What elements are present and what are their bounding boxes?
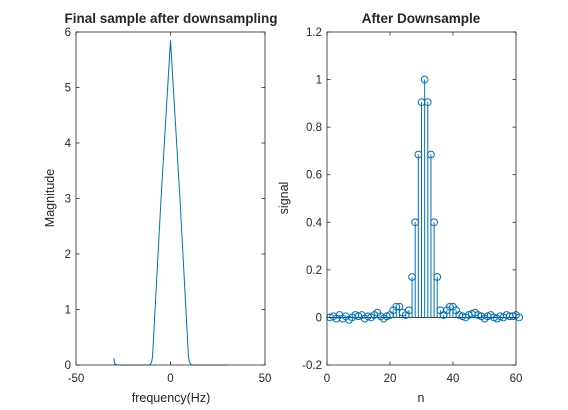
ytick-label-6: 6 <box>65 27 71 39</box>
stem-marker-34 <box>433 273 442 281</box>
axes-signal: After Downsample 0 20 40 60-0.200.20.40.60.… <box>277 11 524 405</box>
ytick-label-0: -0.2 <box>302 360 322 372</box>
stem-marker-33 <box>430 218 439 227</box>
axes-frame-signal <box>326 31 517 366</box>
stem-marker-22 <box>395 302 404 311</box>
title-spectrum: Final sample after downsampling <box>64 11 277 26</box>
ytick-label-4: 4 <box>65 138 72 150</box>
ytick-label-5: 0.8 <box>306 122 322 134</box>
ytick-label-3: 3 <box>65 194 71 206</box>
ytick-label-2: 0.2 <box>306 265 322 277</box>
ytick-label-1: 0 <box>316 312 322 324</box>
ytick-label-1: 1 <box>65 305 71 317</box>
xtick-label-1: 20 <box>384 373 397 385</box>
xtick-label-3: 60 <box>510 373 523 385</box>
ytick-label-7: 1.2 <box>306 27 322 39</box>
xtick-label-0: -50 <box>68 373 85 385</box>
stem-marker-31 <box>423 98 432 107</box>
signal-ticks: 0 20 40 60-0.200.20.40.60.811.2 <box>302 27 522 385</box>
axes-spectrum: Final sample after downsampling -50 0 5001… <box>43 11 278 405</box>
ytick-label-0: 0 <box>65 360 71 372</box>
ytick-label-2: 2 <box>65 249 71 261</box>
ytick-label-4: 0.6 <box>306 170 322 182</box>
xtick-label-0: 0 <box>324 373 330 385</box>
ytick-label-5: 5 <box>65 83 71 95</box>
ylabel-signal: signal <box>277 182 291 215</box>
ylabel-spectrum: Magnitude <box>43 169 57 227</box>
xtick-label-2: 50 <box>259 373 272 385</box>
stem-marker-32 <box>427 150 435 159</box>
xtick-label-2: 40 <box>447 373 460 385</box>
xtick-label-1: 0 <box>167 373 173 385</box>
xlabel-spectrum: frequency(Hz) <box>132 391 211 405</box>
stem-marker-30 <box>420 75 429 84</box>
title-signal: After Downsample <box>362 11 481 26</box>
ytick-label-6: 1 <box>316 75 322 87</box>
signal-marks <box>326 75 524 324</box>
xlabel-signal: n <box>418 391 425 405</box>
ytick-label-3: 0.4 <box>306 217 323 229</box>
